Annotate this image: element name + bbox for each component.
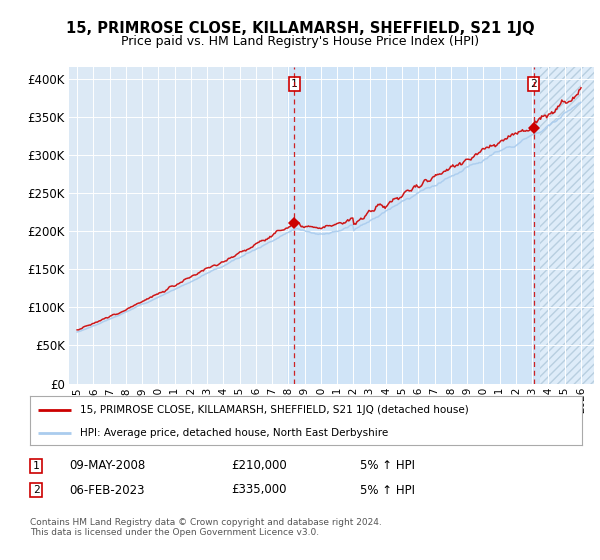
Text: 15, PRIMROSE CLOSE, KILLAMARSH, SHEFFIELD, S21 1JQ (detached house): 15, PRIMROSE CLOSE, KILLAMARSH, SHEFFIEL… [80,405,469,415]
Bar [287,67,594,384]
Text: 5% ↑ HPI: 5% ↑ HPI [360,459,415,473]
Text: £335,000: £335,000 [231,483,287,497]
Bar [541,67,594,384]
Text: 5% ↑ HPI: 5% ↑ HPI [360,483,415,497]
Text: 06-FEB-2023: 06-FEB-2023 [69,483,145,497]
Text: 15, PRIMROSE CLOSE, KILLAMARSH, SHEFFIELD, S21 1JQ: 15, PRIMROSE CLOSE, KILLAMARSH, SHEFFIEL… [65,21,535,36]
Text: HPI: Average price, detached house, North East Derbyshire: HPI: Average price, detached house, Nort… [80,428,388,438]
Text: Price paid vs. HM Land Registry's House Price Index (HPI): Price paid vs. HM Land Registry's House … [121,35,479,48]
Bar [541,67,594,384]
Text: 09-MAY-2008: 09-MAY-2008 [69,459,145,473]
Text: £210,000: £210,000 [231,459,287,473]
Text: 2: 2 [32,485,40,495]
Text: 1: 1 [291,79,298,89]
Text: 2: 2 [530,79,537,89]
Text: 1: 1 [32,461,40,471]
Text: Contains HM Land Registry data © Crown copyright and database right 2024.
This d: Contains HM Land Registry data © Crown c… [30,518,382,538]
